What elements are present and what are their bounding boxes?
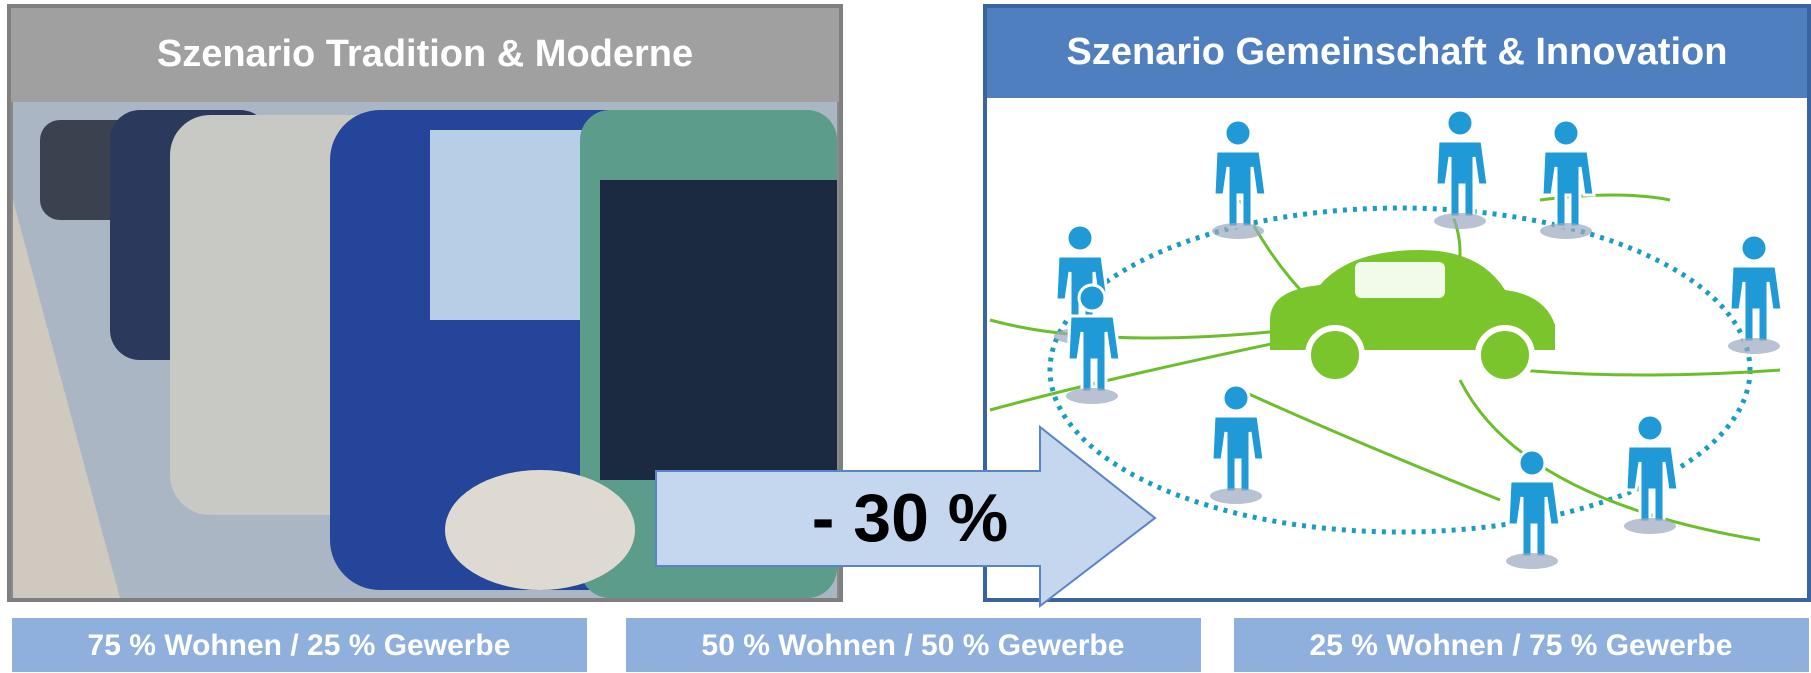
slide: Szenario Tradition & Moderne Szenario Ge… <box>0 0 1811 673</box>
arrow-label: - 30 % <box>812 480 1009 556</box>
page: Szenario Tradition & Moderne Szenario Ge… <box>0 0 1811 673</box>
panel-title: Szenario Gemeinschaft & Innovation <box>1067 31 1728 73</box>
box-label: 50 % Wohnen / 50 % Gewerbe <box>702 629 1125 662</box>
box-label: 25 % Wohnen / 75 % Gewerbe <box>1310 629 1733 662</box>
box-label: 75 % Wohnen / 25 % Gewerbe <box>88 629 511 662</box>
panel-title: Szenario Tradition & Moderne <box>157 33 693 75</box>
